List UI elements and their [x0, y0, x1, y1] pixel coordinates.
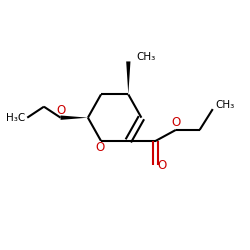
Text: CH₃: CH₃ — [137, 52, 156, 62]
Text: O: O — [171, 116, 180, 129]
Text: CH₃: CH₃ — [215, 100, 234, 110]
Polygon shape — [60, 116, 88, 120]
Text: O: O — [56, 104, 65, 117]
Text: O: O — [157, 159, 166, 172]
Polygon shape — [126, 62, 130, 94]
Text: O: O — [95, 141, 104, 154]
Text: H₃C: H₃C — [6, 113, 25, 123]
